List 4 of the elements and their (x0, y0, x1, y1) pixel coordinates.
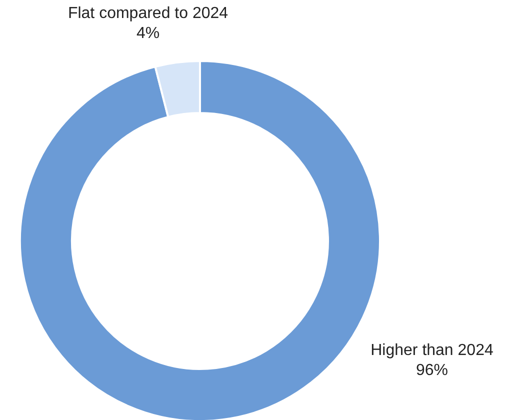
slice-label: Flat compared to 2024 (68, 5, 228, 22)
data-label: 4% (136, 25, 160, 42)
slice-label: Higher than 2024 (370, 342, 494, 359)
data-label: 96% (416, 362, 448, 379)
